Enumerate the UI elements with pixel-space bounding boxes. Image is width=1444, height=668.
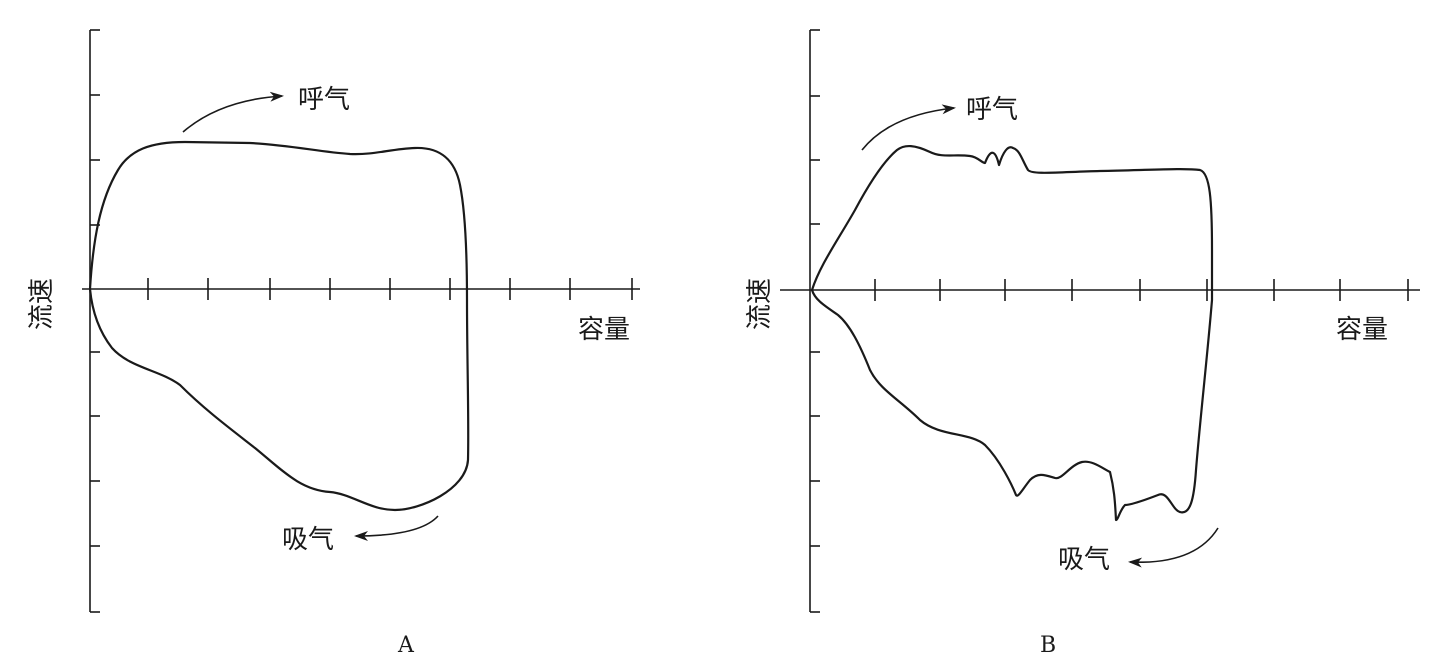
panel-b-flow-volume-loop xyxy=(810,145,1214,522)
panel-a-x-axis-label: 容量 xyxy=(578,315,630,345)
panel-b-label: B xyxy=(1040,633,1056,658)
panel-a-flow-volume-loop xyxy=(88,140,470,512)
panel-b-expiration-label: 呼气 xyxy=(966,95,1018,125)
panel-b-x-ticks xyxy=(874,279,1409,301)
panel-a-y-ticks xyxy=(90,94,100,547)
panel-a-expiration-label: 呼气 xyxy=(298,85,350,115)
panel-a-label: A xyxy=(397,633,415,658)
panel-a-x-ticks xyxy=(147,278,633,300)
panel-a-expiration-arrow xyxy=(182,91,284,133)
panel-b-expiration-arrow xyxy=(861,104,956,151)
panel-a-inspiration-arrow xyxy=(354,515,439,541)
panel-b-y-ticks xyxy=(810,95,820,547)
panel-b-inspiration-label: 吸气 xyxy=(1058,545,1110,575)
panel-a-y-axis-label: 流速 xyxy=(27,278,57,330)
panel-b: 呼气 吸气 容量 流速 B xyxy=(745,29,1420,658)
panel-a: 呼气 吸气 容量 流速 A xyxy=(27,29,640,658)
panel-a-inspiration-label: 吸气 xyxy=(282,525,334,555)
panel-b-inspiration-arrow xyxy=(1128,527,1219,568)
panel-b-y-axis-label: 流速 xyxy=(745,278,775,330)
panel-b-x-axis-label: 容量 xyxy=(1336,315,1388,345)
